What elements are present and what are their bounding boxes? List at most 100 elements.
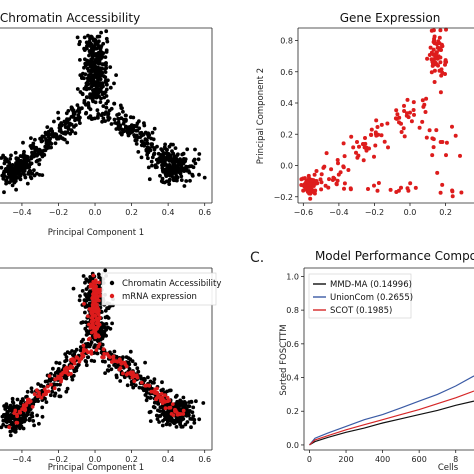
aligned-point — [100, 355, 104, 359]
chromatin-point — [29, 136, 33, 141]
chromatin-point — [29, 176, 34, 181]
gene-point — [311, 182, 316, 187]
aligned-point — [84, 320, 88, 325]
aligned-point — [194, 399, 198, 404]
aligned-point — [190, 417, 194, 421]
chromatin-point — [121, 128, 125, 132]
aligned-point — [83, 310, 87, 315]
gene-point — [306, 186, 311, 191]
aligned-point — [7, 409, 12, 413]
aligned-point — [102, 351, 107, 356]
chromatin-point — [167, 182, 172, 187]
aligned-point — [154, 413, 159, 418]
chromatin-point — [87, 59, 92, 64]
chromatin-point — [125, 127, 130, 132]
gene-point — [313, 188, 318, 193]
aligned-point — [10, 416, 15, 421]
chromatin-point — [34, 159, 39, 164]
aligned-point — [66, 366, 71, 371]
aligned-point — [52, 386, 57, 391]
performance-legend-label-1: UnionCom (0.2655) — [330, 293, 413, 303]
aligned-point — [33, 399, 37, 404]
aligned-point — [124, 372, 129, 377]
performance-line-2 — [309, 390, 474, 446]
gene-point — [312, 191, 317, 196]
gene-point — [436, 39, 441, 44]
aligned-point — [108, 355, 112, 360]
aligned-point — [133, 383, 138, 388]
aligned-point — [79, 321, 84, 325]
chromatin-point — [73, 131, 78, 136]
chromatin-point — [178, 158, 183, 163]
aligned-point — [132, 374, 137, 379]
gene-panel: Gene Expression −0.6 −0.4 −0.2 0.0 0.2 −0.2 0… — [256, 11, 474, 217]
chromatin-point — [48, 136, 52, 141]
chromatin-point — [118, 103, 123, 108]
aligned-panel: −0.4 −0.2 0.0 0.2 0.4 0.6 Principal Component… — [0, 267, 221, 473]
chromatin-point — [128, 126, 133, 131]
aligned-point — [71, 286, 76, 291]
aligned-point — [81, 343, 86, 348]
aligned-point — [98, 287, 103, 292]
gene-point — [379, 133, 384, 138]
chromatin-point — [8, 157, 13, 161]
chromatin-point — [75, 87, 80, 91]
aligned-point — [164, 422, 169, 427]
chromatin-point — [104, 105, 109, 110]
gene-point — [429, 50, 434, 55]
chromatin-point — [99, 56, 103, 61]
chromatin-point — [56, 116, 61, 121]
aligned-point — [170, 418, 175, 422]
chromatin-point — [22, 156, 26, 160]
chromatin-point — [92, 87, 97, 92]
aligned-point — [197, 417, 202, 422]
chromatin-point — [144, 149, 149, 153]
chromatin-point — [92, 65, 97, 70]
aligned-point — [85, 341, 90, 346]
chromatin-x-label: Principal Component 1 — [48, 228, 144, 238]
chromatin-point — [146, 165, 151, 170]
chromatin-point — [147, 146, 151, 150]
gene-point — [434, 128, 439, 133]
aligned-point — [1, 422, 6, 427]
aligned-point — [106, 325, 110, 330]
chromatin-point — [182, 169, 187, 174]
aligned-point — [128, 349, 133, 354]
chromatin-point — [140, 139, 144, 144]
aligned-points — [0, 268, 206, 438]
chromatin-point — [108, 85, 113, 90]
gene-point — [395, 112, 400, 117]
aligned-point — [152, 405, 157, 410]
chromatin-point — [114, 121, 119, 126]
chromatin-point — [82, 65, 86, 70]
gene-point — [438, 55, 443, 60]
aligned-point — [157, 395, 162, 399]
chromatin-point — [190, 172, 195, 177]
performance-y-tick-label: 0.0 — [286, 441, 299, 450]
aligned-point — [23, 408, 27, 413]
aligned-point — [156, 408, 160, 413]
chromatin-point — [101, 41, 106, 46]
aligned-point — [167, 418, 172, 423]
chromatin-point — [171, 142, 175, 147]
aligned-point — [8, 429, 13, 434]
aligned-point — [86, 314, 90, 318]
chromatin-point — [133, 135, 137, 139]
gene-point — [319, 180, 324, 185]
aligned-point — [103, 371, 107, 375]
gene-point — [314, 169, 319, 173]
aligned-point — [104, 333, 108, 338]
aligned-point — [0, 414, 5, 419]
chromatin-point — [44, 137, 48, 141]
aligned-point — [74, 365, 79, 370]
chromatin-point — [192, 157, 197, 162]
aligned-point — [136, 369, 141, 374]
aligned-point — [70, 377, 75, 382]
chromatin-point — [32, 173, 37, 178]
chromatin-point — [89, 71, 93, 76]
chromatin-point — [99, 73, 104, 78]
gene-point — [438, 90, 443, 95]
chromatin-point — [53, 141, 58, 146]
chromatin-point — [118, 131, 123, 135]
aligned-point — [181, 412, 186, 416]
